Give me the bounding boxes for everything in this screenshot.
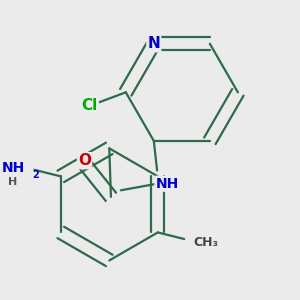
Text: CH₃: CH₃ — [193, 236, 218, 249]
Text: O: O — [78, 153, 91, 168]
Text: N: N — [147, 36, 160, 51]
Text: Cl: Cl — [81, 98, 98, 113]
Text: NH: NH — [155, 177, 178, 191]
Text: H: H — [8, 177, 18, 187]
Text: 2: 2 — [32, 170, 39, 180]
Text: NH: NH — [1, 161, 25, 175]
